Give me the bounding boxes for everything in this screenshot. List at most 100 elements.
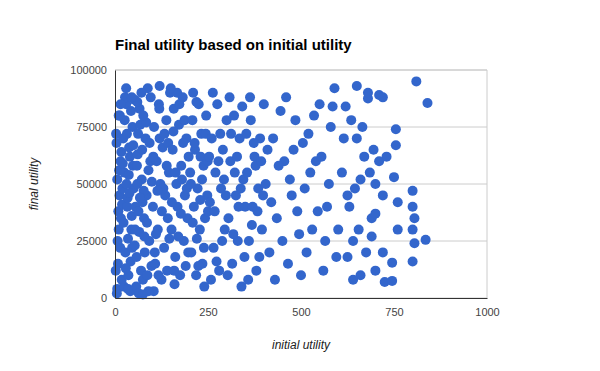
y-tick: 100000 (70, 64, 115, 76)
grid-line (115, 298, 487, 299)
point (244, 236, 254, 246)
point (234, 202, 244, 212)
point (122, 129, 132, 139)
point (261, 179, 271, 189)
point (378, 247, 388, 257)
point (276, 106, 286, 116)
x-tick: 750 (385, 298, 403, 318)
point (352, 133, 362, 143)
point (135, 193, 145, 203)
point (241, 129, 251, 139)
point (148, 202, 158, 212)
point (221, 190, 231, 200)
point (367, 231, 377, 241)
point (159, 243, 169, 253)
point (212, 257, 222, 267)
point (322, 202, 332, 212)
point (409, 213, 419, 223)
point (352, 81, 362, 91)
point (389, 172, 399, 182)
point (125, 188, 135, 198)
point (139, 231, 149, 241)
point (197, 174, 207, 184)
point (254, 252, 264, 262)
point (290, 115, 300, 125)
point (176, 209, 186, 219)
point (161, 115, 171, 125)
points (111, 76, 433, 299)
grid (115, 70, 487, 298)
point (268, 133, 278, 143)
title: Final utility based on initial utility (115, 36, 352, 53)
point (409, 238, 419, 248)
point (208, 88, 218, 98)
point (230, 168, 240, 178)
point (142, 270, 152, 280)
point (326, 122, 336, 132)
chart: 025050075010000250005000075000100000Fina… (0, 0, 600, 371)
y-tick-label: 75000 (76, 121, 107, 133)
point (408, 202, 418, 212)
point (133, 129, 143, 139)
point (246, 115, 256, 125)
y-axis-title: final utility (27, 157, 41, 211)
point (170, 279, 180, 289)
point (270, 275, 280, 285)
point (391, 124, 401, 134)
point (369, 145, 379, 155)
point (300, 184, 310, 194)
point (333, 225, 343, 235)
point (228, 229, 238, 239)
point (365, 168, 375, 178)
point (186, 179, 196, 189)
point (212, 99, 222, 109)
point (186, 247, 196, 257)
point (370, 209, 380, 219)
point (121, 83, 131, 93)
point (116, 99, 126, 109)
point (391, 140, 401, 150)
point (343, 252, 353, 262)
point (408, 257, 418, 267)
point (166, 83, 176, 93)
point (130, 241, 140, 251)
point (219, 174, 229, 184)
point (258, 190, 268, 200)
point (348, 275, 358, 285)
point (118, 158, 128, 168)
point (191, 97, 201, 107)
point (370, 266, 380, 276)
point (249, 138, 259, 148)
point (209, 243, 219, 253)
x-tick: 250 (199, 298, 217, 318)
point (213, 156, 223, 166)
point (113, 236, 123, 246)
y-tick-label: 25000 (76, 235, 107, 247)
point (370, 179, 380, 189)
point (264, 247, 274, 257)
point (294, 229, 304, 239)
point (159, 129, 169, 139)
point (296, 270, 306, 280)
point (305, 168, 315, 178)
background (0, 0, 600, 371)
point (408, 225, 418, 235)
point (387, 258, 397, 268)
point (303, 129, 313, 139)
point (313, 206, 323, 216)
y-tick: 25000 (76, 235, 115, 247)
x-tick-label: 750 (385, 306, 403, 318)
point (341, 101, 351, 111)
point (316, 152, 326, 162)
point (243, 275, 253, 285)
point (236, 184, 246, 194)
point (143, 165, 153, 175)
point (245, 92, 255, 102)
point (307, 225, 317, 235)
y-tick-label: 100000 (70, 64, 107, 76)
point (287, 190, 297, 200)
point (123, 284, 133, 294)
point (149, 122, 159, 132)
point (150, 247, 160, 257)
point (337, 168, 347, 178)
